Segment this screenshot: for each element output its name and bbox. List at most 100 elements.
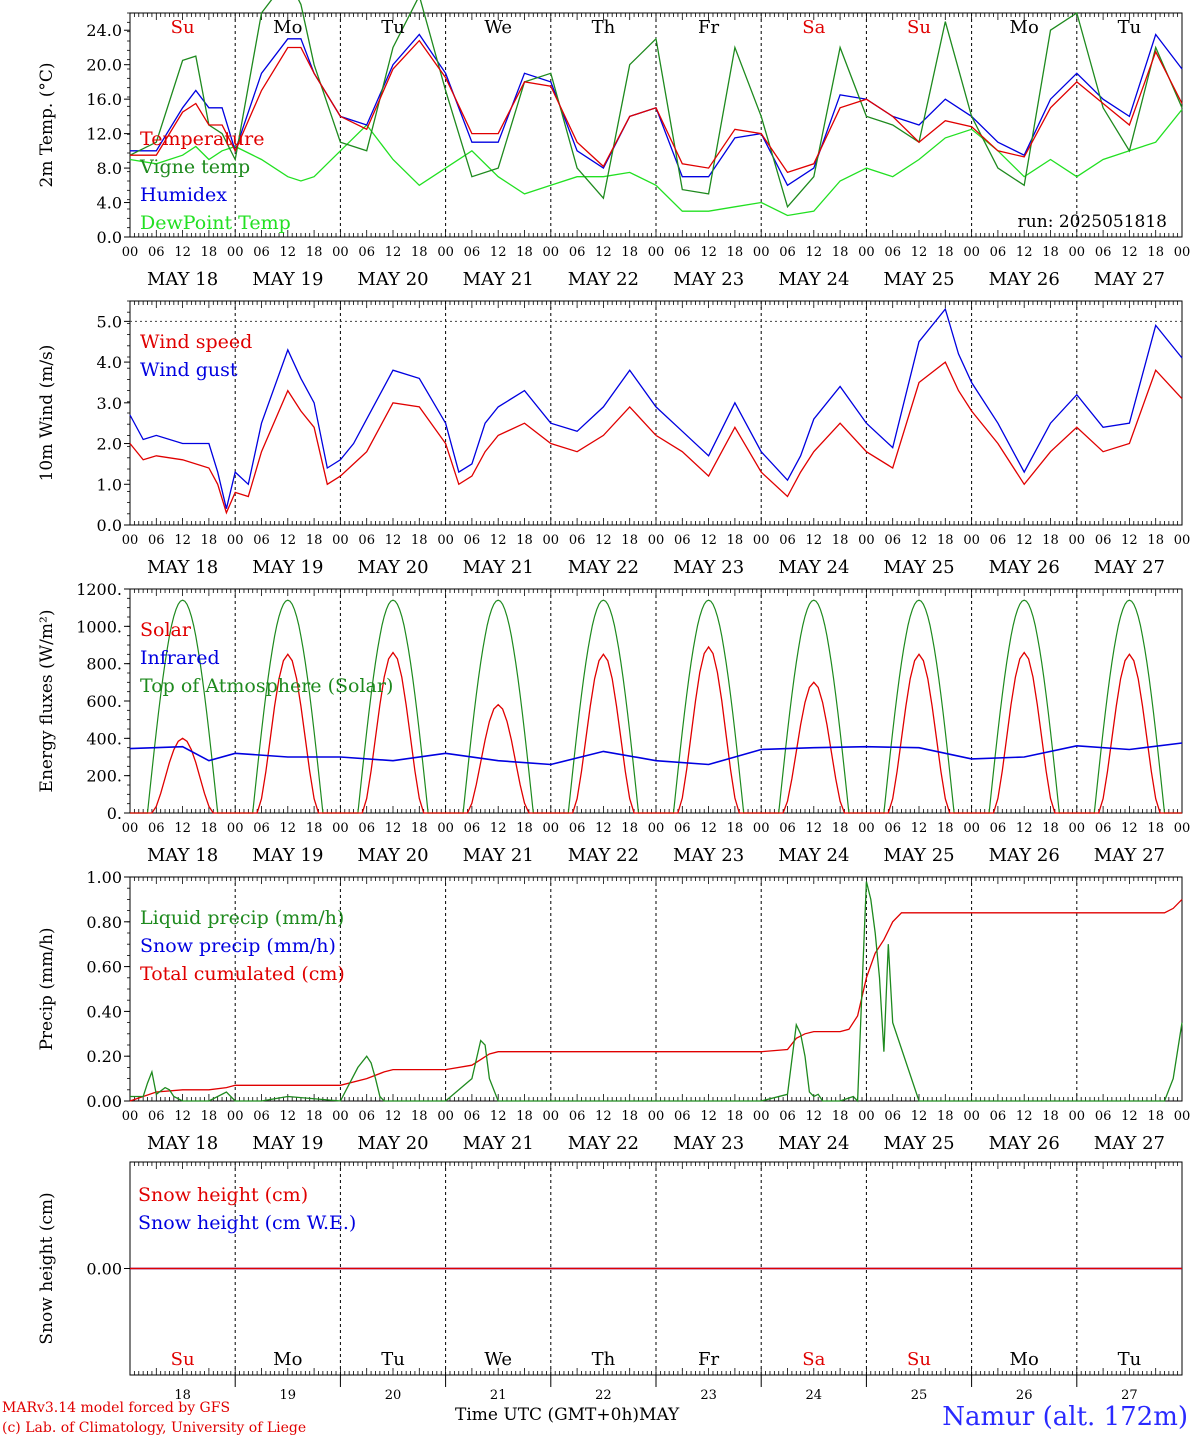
hour-tick-label: 18	[1147, 245, 1164, 260]
y-tick-label: 1000.	[76, 617, 122, 636]
hour-tick-label: 12	[595, 245, 612, 260]
panel-1: 0.0 4.0 8.0 12.0 16.0 20.0 24.0 2m Temp. (°C) 00…	[37, 0, 1190, 290]
hour-tick-label: 18	[201, 533, 218, 548]
hour-tick-label: 06	[253, 245, 270, 260]
hour-tick-label: 12	[385, 821, 402, 836]
hour-tick-label: 12	[385, 1109, 402, 1124]
hour-tick-label: 18	[516, 1109, 533, 1124]
hour-tick-label: 06	[779, 533, 796, 548]
panel-frame	[129, 300, 1183, 526]
hour-tick-label: 00	[963, 533, 980, 548]
hour-tick-label: 00	[437, 821, 454, 836]
hour-tick-label: 18	[306, 1109, 323, 1124]
hour-tick-label: 00	[753, 245, 770, 260]
date-label: MAY 27	[1094, 845, 1165, 866]
series-solar	[130, 645, 1182, 814]
date-label: MAY 26	[989, 269, 1060, 290]
hour-tick-label: 06	[464, 1109, 481, 1124]
hour-tick-label: 12	[490, 533, 507, 548]
weekday-label: Su	[171, 17, 195, 38]
hour-tick-label: 18	[306, 245, 323, 260]
hour-tick-label: 06	[990, 821, 1007, 836]
hour-tick-label: 00	[648, 245, 665, 260]
y-tick-label: 0.	[107, 804, 122, 823]
hour-tick-label: 00	[437, 245, 454, 260]
run-label: run: 2025051818	[1018, 212, 1167, 232]
hour-tick-label: 06	[779, 1109, 796, 1124]
y-tick-label: 1.0	[97, 475, 122, 494]
weekday-label: Mo	[1010, 17, 1039, 38]
date-label: MAY 19	[252, 557, 323, 578]
hour-tick-label: 18	[516, 245, 533, 260]
hour-tick-label: 18	[1042, 821, 1059, 836]
hour-tick-label: 18	[832, 533, 849, 548]
y-tick-label: 8.0	[97, 159, 122, 178]
day-number-label: 20	[385, 1388, 402, 1403]
hour-tick-label: 12	[911, 821, 928, 836]
date-label: MAY 23	[673, 557, 744, 578]
hour-tick-label: 00	[963, 821, 980, 836]
day-number-label: 27	[1121, 1388, 1138, 1403]
y-axis-label: 2m Temp. (°C)	[37, 62, 57, 187]
weekday-label: Su	[907, 1349, 931, 1370]
hour-tick-label: 18	[832, 245, 849, 260]
hour-tick-label: 12	[1121, 533, 1138, 548]
weekday-label: Fr	[698, 1349, 719, 1370]
hour-tick-label: 00	[437, 1109, 454, 1124]
hour-tick-label: 18	[727, 245, 744, 260]
hour-tick-label: 06	[674, 533, 691, 548]
y-tick-label: 0.20	[86, 1047, 122, 1066]
hour-tick-label: 06	[464, 821, 481, 836]
time-axis-label: Time UTC (GMT+0h)	[455, 1405, 640, 1425]
date-label: MAY 18	[147, 557, 218, 578]
hour-tick-label: 06	[358, 821, 375, 836]
hour-tick-label: 06	[253, 1109, 270, 1124]
hour-tick-label: 12	[385, 245, 402, 260]
date-label: MAY 25	[883, 1133, 954, 1154]
series-wind-gust	[129, 307, 1183, 509]
weekday-label: Sa	[802, 17, 825, 38]
hour-tick-label: 00	[648, 1109, 665, 1124]
hour-tick-label: 00	[648, 821, 665, 836]
y-tick-label: 4.0	[97, 353, 122, 372]
hour-tick-label: 00	[753, 821, 770, 836]
hour-tick-label: 12	[700, 821, 717, 836]
hour-tick-label: 00	[1069, 245, 1086, 260]
hour-tick-label: 00	[332, 245, 349, 260]
panel-3: 0. 200. 400. 600. 800. 1000. 1200. Energy fluxe…	[37, 580, 1190, 866]
date-label: MAY 22	[568, 269, 639, 290]
hour-tick-label: 00	[332, 821, 349, 836]
hour-tick-label: 18	[727, 533, 744, 548]
hour-tick-label: 12	[280, 1109, 297, 1124]
hour-tick-label: 06	[148, 821, 165, 836]
date-label: MAY 20	[357, 269, 428, 290]
hour-tick-label: 00	[227, 245, 244, 260]
hour-tick-label: 00	[1174, 533, 1191, 548]
hour-tick-label: 00	[543, 533, 560, 548]
date-label: MAY 20	[357, 557, 428, 578]
hour-tick-label: 06	[990, 533, 1007, 548]
hour-tick-label: 12	[595, 821, 612, 836]
hour-tick-label: 06	[358, 533, 375, 548]
day-number-label: 23	[700, 1388, 717, 1403]
hour-tick-label: 12	[1121, 245, 1138, 260]
y-axis-label: Snow height (cm)	[37, 1192, 57, 1344]
hour-tick-label: 12	[174, 821, 191, 836]
date-label: MAY 18	[147, 269, 218, 290]
date-label: MAY 25	[883, 269, 954, 290]
hour-tick-label: 18	[516, 533, 533, 548]
date-label: MAY 25	[883, 557, 954, 578]
hour-tick-label: 00	[122, 533, 139, 548]
hour-tick-label: 18	[621, 533, 638, 548]
y-tick-label: 0.00	[86, 1260, 122, 1279]
hour-tick-label: 12	[280, 245, 297, 260]
hour-tick-label: 00	[648, 533, 665, 548]
y-tick-label: 4.0	[97, 194, 122, 213]
weekday-label: Tu	[381, 1349, 405, 1370]
legend-item: Solar	[140, 619, 192, 641]
y-tick-label: 0.80	[86, 913, 122, 932]
date-label: MAY 19	[252, 845, 323, 866]
hour-tick-label: 00	[1174, 821, 1191, 836]
day-number-label: 18	[174, 1388, 191, 1403]
date-label: MAY 24	[778, 845, 849, 866]
